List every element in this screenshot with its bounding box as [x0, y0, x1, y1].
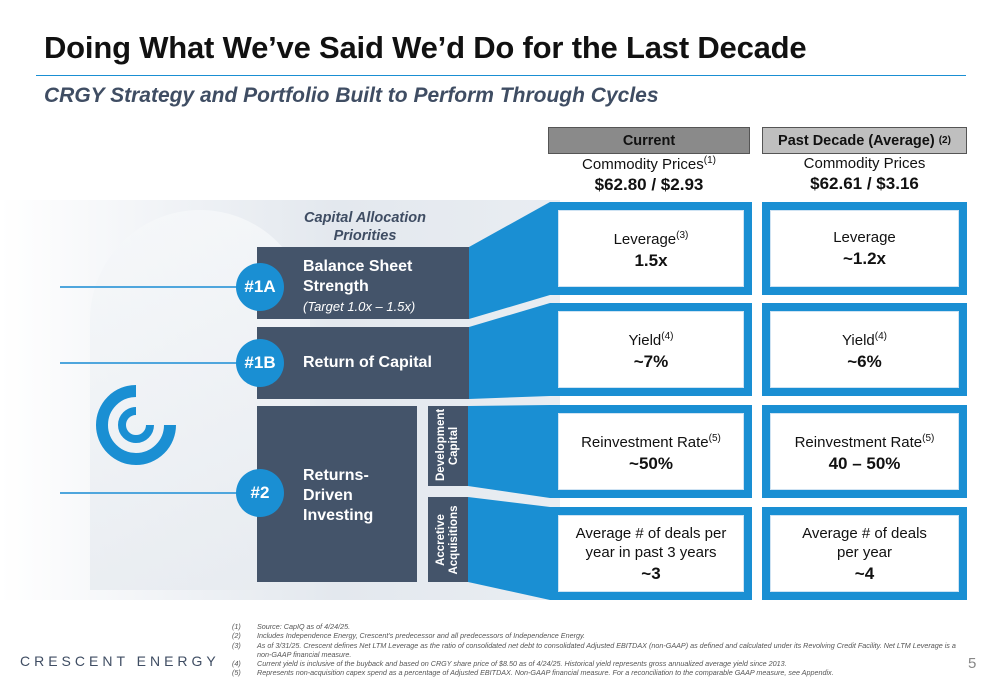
footnote: (3) As of 3/31/25. Crescent defines Net L… — [232, 640, 956, 659]
past-deals-card: Average # of deals per year ~4 — [762, 507, 967, 600]
page-subtitle: CRGY Strategy and Portfolio Built to Per… — [44, 84, 659, 107]
footnote: (5) Represents non-acquisition capex spen… — [232, 668, 834, 678]
capital-allocation-caption: Capital Allocation Priorities — [304, 210, 426, 244]
past-commodity-prices: Commodity Prices $62.61 / $3.16 — [803, 155, 926, 193]
priority-title: Return of Capital — [303, 354, 432, 371]
footnote: (4) Current yield is inclusive of the buy… — [232, 659, 787, 669]
current-yield-card: Yield(4) ~7% — [550, 303, 752, 396]
priority-return-of-capital: Return of Capital — [257, 327, 469, 399]
current-reinvestment-card: Reinvestment Rate(5) ~50% — [550, 405, 752, 498]
page-number: 5 — [968, 655, 977, 672]
priority-target: (Target 1.0x – 1.5x) — [303, 299, 416, 314]
past-yield-card: Yield(4) ~6% — [762, 303, 967, 396]
current-column-header: Current — [548, 127, 750, 154]
past-leverage-card: Leverage ~1.2x — [762, 202, 967, 295]
connector-line-1b — [60, 362, 260, 364]
priority-balance-sheet: Balance Sheet Strength (Target 1.0x – 1.… — [257, 247, 469, 319]
connector-line-1a — [60, 286, 260, 288]
past-decade-column-header: Past Decade (Average) (2) — [762, 127, 967, 154]
current-deals-card: Average # of deals per year in past 3 ye… — [550, 507, 752, 600]
past-reinvestment-card: Reinvestment Rate(5) 40 – 50% — [762, 405, 967, 498]
connector-line-2 — [60, 492, 260, 494]
current-leverage-card: Leverage(3) 1.5x — [550, 202, 752, 295]
footer-brand: CRESCENT ENERGY — [20, 653, 220, 669]
development-capital-bar: Development Capital — [428, 406, 468, 486]
current-commodity-prices: Commodity Prices(1) $62.80 / $2.93 — [582, 155, 716, 194]
badge-2: #2 — [236, 469, 284, 517]
badge-1b: #1B — [236, 339, 284, 387]
priority-title: Returns-Driven Investing — [303, 467, 374, 524]
crescent-logo-icon — [96, 385, 176, 465]
badge-1a: #1A — [236, 263, 284, 311]
footnote: (2) Includes Independence Energy, Crescen… — [232, 631, 586, 641]
page-title: Doing What We’ve Said We’d Do for the La… — [44, 30, 807, 65]
title-divider — [36, 75, 966, 76]
footnote: (1) Source: CapIQ as of 4/24/25. — [232, 622, 351, 631]
accretive-acquisitions-bar: Accretive Acquisitions — [428, 497, 468, 582]
footnotes: (1) Source: CapIQ as of 4/24/25. (2) Inclu… — [232, 622, 962, 678]
priority-title: Balance Sheet Strength — [303, 258, 413, 295]
